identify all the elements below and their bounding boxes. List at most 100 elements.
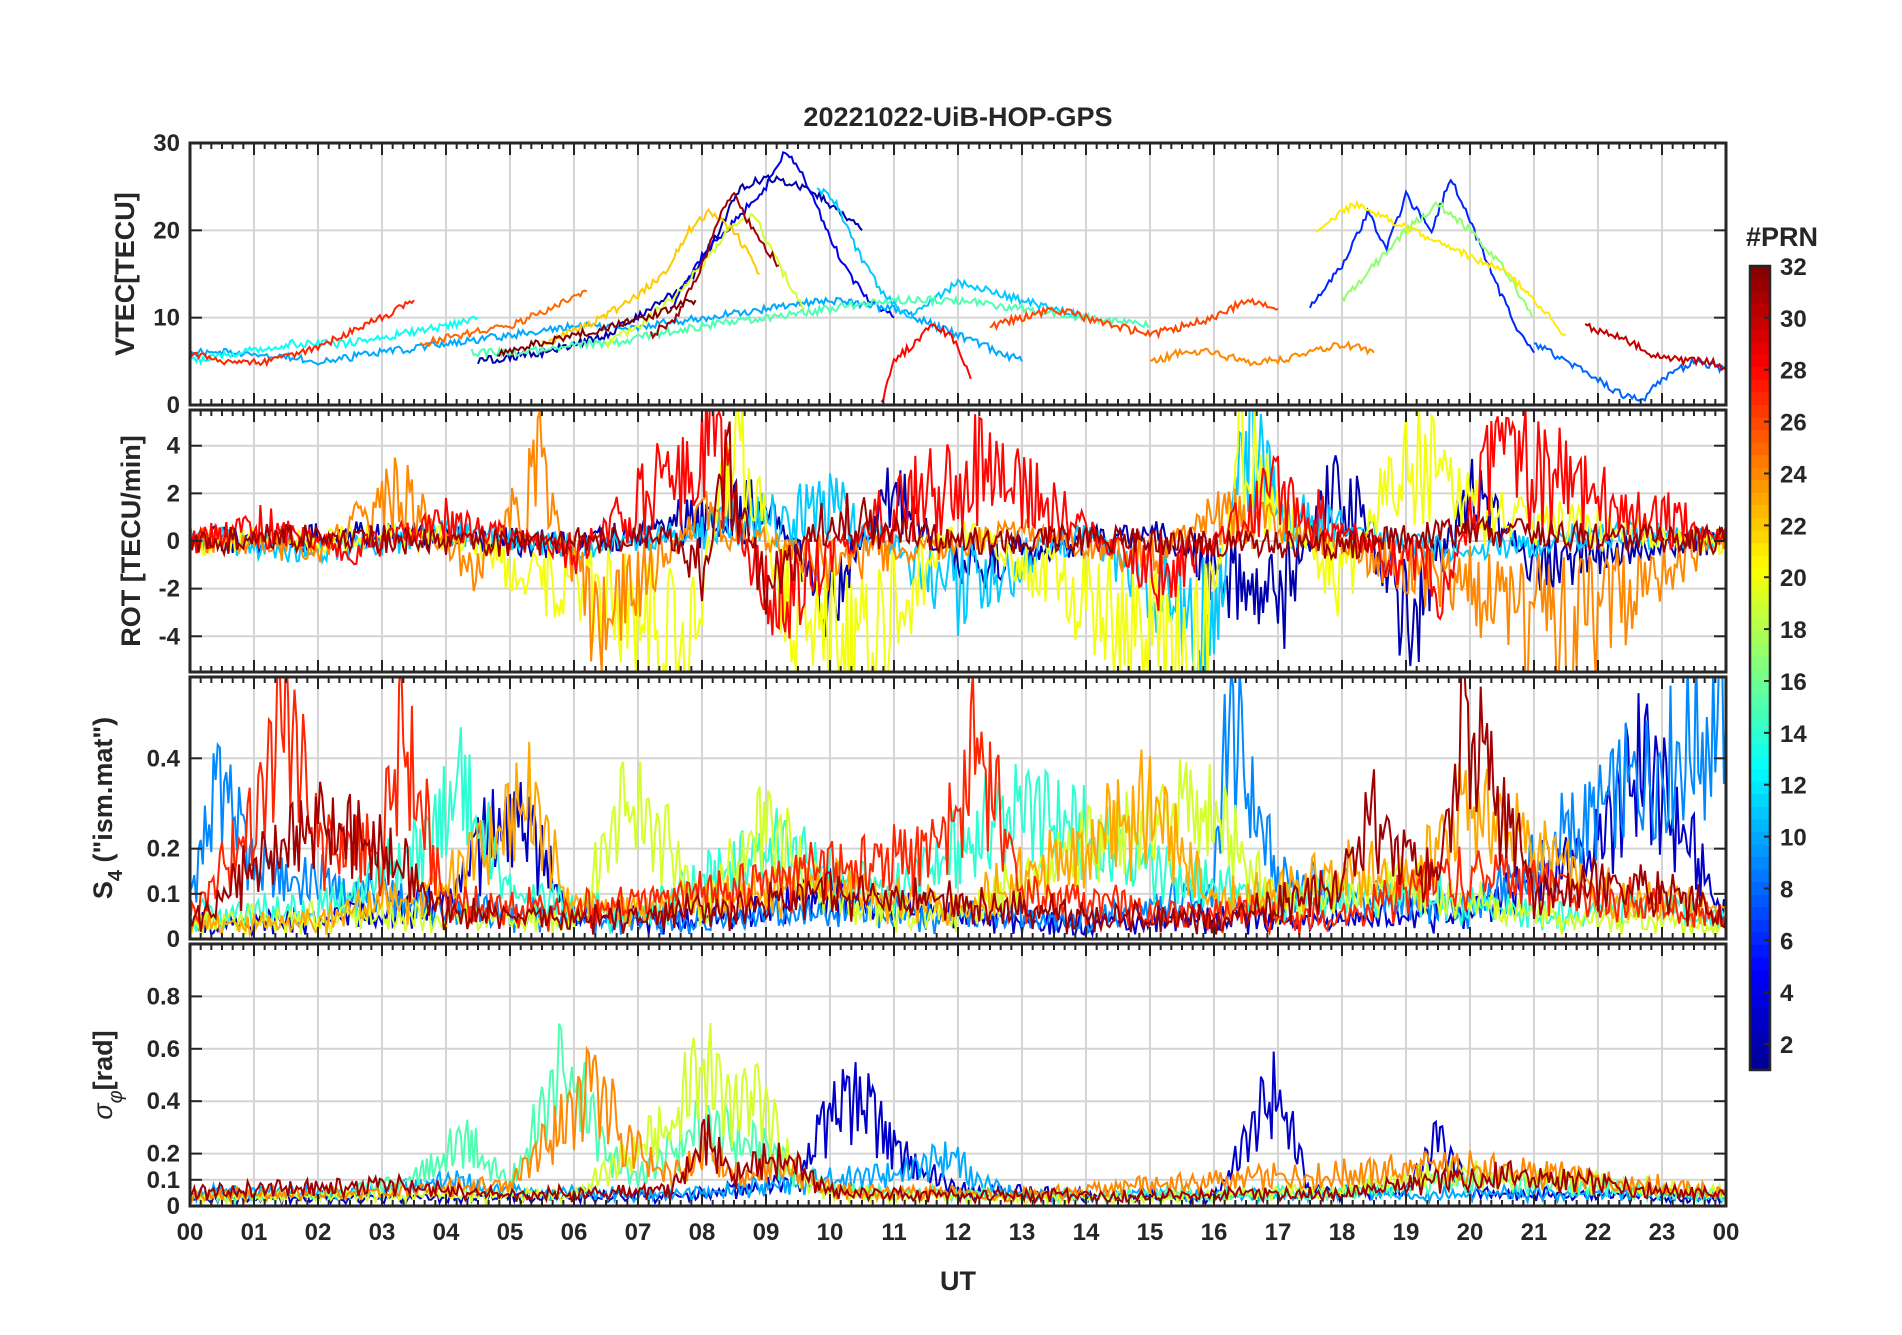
series-line-prn-19: [605, 212, 805, 349]
colorbar-swatch: [1750, 831, 1770, 845]
y-tick-label: -2: [159, 576, 180, 603]
chart-title: 20221022-UiB-HOP-GPS: [803, 102, 1112, 132]
series-line-prn-27: [190, 677, 1726, 937]
colorbar-swatch: [1750, 982, 1770, 996]
colorbar-tick-label: 6: [1780, 928, 1793, 955]
s4-label-main: S: [88, 881, 118, 899]
y-tick-label: 4: [167, 433, 181, 460]
colorbar-swatch: [1750, 906, 1770, 920]
colorbar-tick-label: 10: [1780, 825, 1807, 852]
x-tick-label: 23: [1649, 1219, 1676, 1246]
series-line-prn-28: [880, 323, 972, 403]
series-line-prn-26: [989, 297, 1279, 340]
x-tick-label: 00: [1713, 1219, 1740, 1246]
x-tick-label: 07: [625, 1219, 652, 1246]
series-line-prn-2: [477, 174, 863, 365]
x-axis-tick-labels: 00 01 02 03 04 05 06 07 08 09 10 11 12 13 14 15 16 17 18 19…: [177, 1219, 1740, 1246]
series-line-prn-6: [1309, 178, 1535, 354]
colorbar-swatch: [1750, 567, 1770, 581]
colorbar-swatch: [1750, 944, 1770, 958]
colorbar-swatch: [1750, 705, 1770, 719]
s4-label-sub: 4: [105, 869, 127, 881]
colorbar-swatch: [1750, 479, 1770, 493]
y-tick-label: 0: [167, 926, 180, 953]
vtec-panel: 0 10 20 30 VTEC[TECU]: [110, 130, 1728, 419]
x-tick-label: 17: [1265, 1219, 1292, 1246]
sigma-phi-label-rest: [rad]: [88, 1030, 118, 1090]
sigma-phi-label-main: σ: [88, 1102, 118, 1120]
colorbar-swatch: [1750, 818, 1770, 832]
series-line-prn-31: [190, 677, 1726, 935]
colorbar-swatch: [1750, 517, 1770, 531]
series-line-prn-32: [497, 298, 697, 358]
colorbar-swatch: [1750, 630, 1770, 644]
x-tick-label: 02: [305, 1219, 332, 1246]
s4-label-rest: ("ism.mat"): [88, 717, 118, 870]
colorbar-swatch: [1750, 1057, 1770, 1071]
x-tick-label: 16: [1201, 1219, 1228, 1246]
x-tick-label: 22: [1585, 1219, 1612, 1246]
colorbar-swatch: [1750, 1032, 1770, 1046]
colorbar-swatches: [1750, 266, 1770, 1071]
series-line-prn-4: [669, 151, 895, 319]
x-axis-label: UT: [940, 1266, 976, 1296]
colorbar-swatch: [1750, 668, 1770, 682]
rot-panel: -4 -2 0 2 4 ROT [TECU/min]: [116, 408, 1728, 674]
colorbar-swatch: [1750, 341, 1770, 355]
vtec-grid: [190, 143, 1726, 405]
colorbar-tick-label: 30: [1780, 306, 1807, 333]
series-line-prn-25: [419, 289, 588, 348]
series-line-prn-31: [190, 421, 1726, 615]
vtec-ticks: 0 10 20 30: [153, 130, 1727, 419]
colorbar-swatch: [1750, 806, 1770, 820]
x-tick-label: 21: [1521, 1219, 1548, 1246]
sigma-phi-ticks: 00.10.2 0.4 0.6 0.8: [147, 944, 1727, 1220]
y-tick-label: 20: [153, 217, 180, 244]
colorbar-swatch: [1750, 441, 1770, 456]
colorbar-tick-label: 22: [1780, 513, 1807, 540]
y-tick-label: 0: [167, 392, 180, 419]
rot-y-axis-label: ROT [TECU/min]: [116, 435, 146, 646]
colorbar-swatch: [1750, 869, 1770, 883]
colorbar-swatch: [1750, 1007, 1770, 1021]
x-tick-label: 10: [817, 1219, 844, 1246]
y-tick-label: 0: [167, 1193, 180, 1220]
y-tick-label: 0.6: [147, 1036, 180, 1063]
series-line-prn-10: [190, 1141, 1726, 1206]
colorbar-swatch: [1750, 366, 1770, 380]
colorbar-swatch: [1750, 580, 1770, 594]
series-line-prn-11: [816, 187, 1087, 322]
colorbar-swatch: [1750, 1044, 1770, 1059]
colorbar-swatch: [1750, 743, 1770, 757]
series-line-prn-24: [1150, 340, 1375, 367]
series-line-prn-14: [190, 727, 1726, 934]
colorbar-swatch: [1750, 693, 1770, 707]
series-line-prn-24: [190, 1045, 1726, 1205]
x-tick-label: 03: [369, 1219, 396, 1246]
colorbar-swatch: [1750, 554, 1770, 569]
series-line-prn-28: [190, 410, 1726, 639]
y-tick-label: 0.1: [147, 881, 180, 908]
colorbar-swatch: [1750, 303, 1770, 317]
colorbar-swatch: [1750, 617, 1770, 631]
colorbar-tick-label: 20: [1780, 565, 1807, 592]
colorbar-swatch: [1750, 416, 1770, 430]
colorbar-swatch: [1750, 266, 1770, 280]
x-tick-label: 20: [1457, 1219, 1484, 1246]
x-tick-label: 04: [433, 1219, 460, 1246]
colorbar-swatch: [1750, 492, 1770, 506]
x-tick-label: 00: [177, 1219, 204, 1246]
colorbar-swatch: [1750, 605, 1770, 619]
x-tick-label: 18: [1329, 1219, 1356, 1246]
vtec-y-axis-label: VTEC[TECU]: [110, 192, 140, 356]
y-tick-label: 0.2: [147, 1141, 180, 1168]
rot-ticks: -4 -2 0 2 4: [159, 410, 1727, 672]
colorbar-swatch: [1750, 379, 1770, 393]
x-tick-label: 13: [1009, 1219, 1036, 1246]
x-tick-label: 06: [561, 1219, 588, 1246]
s4-y-axis-label: S4 ("ism.mat"): [88, 717, 127, 899]
colorbar-swatch: [1750, 919, 1770, 933]
series-line-prn-27: [190, 299, 415, 368]
colorbar-tick-label: 8: [1780, 876, 1793, 903]
